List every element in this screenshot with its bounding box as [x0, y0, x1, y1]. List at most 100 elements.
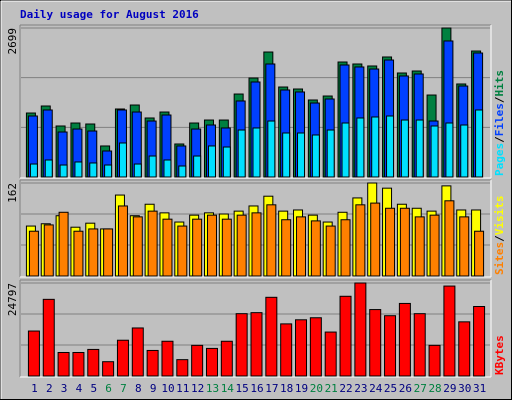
x-tick-label: 15 — [236, 382, 249, 395]
bar — [28, 230, 39, 277]
bar — [297, 132, 306, 178]
bar — [235, 313, 248, 377]
x-tick-label: 13 — [206, 382, 219, 395]
bar — [116, 339, 129, 377]
bar — [371, 116, 380, 178]
legend-entry: Files — [493, 103, 506, 136]
x-tick-label: 31 — [473, 382, 486, 395]
x-tick-label: 27 — [414, 382, 427, 395]
x-tick-label: 26 — [399, 382, 412, 395]
bar — [310, 220, 321, 277]
bar — [42, 298, 55, 377]
bar — [131, 327, 144, 377]
x-tick-label: 17 — [265, 382, 278, 395]
y-tick-label: 2699 — [6, 28, 19, 55]
bar — [444, 200, 455, 277]
x-tick-label: 22 — [339, 382, 352, 395]
bar — [58, 211, 69, 277]
x-tick-label: 12 — [191, 382, 204, 395]
bar — [282, 132, 291, 178]
bar — [265, 296, 278, 377]
bar — [399, 207, 410, 277]
x-tick-label: 20 — [310, 382, 323, 395]
legend-separator: / — [493, 136, 506, 143]
bar — [73, 230, 84, 277]
bar — [251, 212, 262, 277]
bar — [413, 313, 426, 377]
legend: Sites/Visits — [493, 196, 506, 276]
bar — [356, 117, 365, 178]
bar — [132, 216, 143, 277]
bar — [473, 306, 486, 377]
bar — [161, 340, 174, 377]
x-tick-label: 24 — [369, 382, 383, 395]
x-tick-label: 21 — [325, 382, 338, 395]
bar — [102, 361, 115, 377]
bar — [43, 224, 54, 277]
bar — [309, 317, 322, 377]
bar — [281, 219, 292, 277]
bar — [460, 124, 469, 178]
legend-entry: KBytes — [493, 335, 506, 375]
bar — [428, 344, 441, 377]
bar — [57, 351, 70, 377]
x-tick-label: 3 — [61, 382, 68, 395]
bar — [88, 228, 99, 277]
x-tick-label: 9 — [150, 382, 157, 395]
bar — [355, 204, 366, 277]
x-tick-label: 23 — [354, 382, 367, 395]
bar — [474, 230, 485, 277]
bar — [341, 122, 350, 178]
y-tick-label: 24797 — [6, 283, 19, 316]
x-tick-label: 19 — [295, 382, 308, 395]
bar — [340, 219, 351, 277]
bar — [29, 163, 38, 178]
bar — [252, 127, 261, 178]
bar — [191, 344, 204, 377]
x-tick-label: 16 — [250, 382, 263, 395]
bar — [207, 145, 216, 178]
bar — [220, 340, 233, 377]
bar — [458, 321, 471, 377]
bar — [459, 216, 470, 277]
legend-separator: / — [493, 235, 506, 242]
bar — [266, 204, 277, 277]
bar — [384, 315, 397, 377]
bar — [117, 205, 128, 277]
bar — [443, 285, 456, 377]
x-tick-label: 8 — [135, 382, 142, 395]
bar — [222, 146, 231, 178]
legend-entry: Pages — [493, 143, 506, 176]
legend: KBytes — [493, 335, 506, 375]
bar — [104, 164, 113, 178]
x-tick-label: 1 — [31, 382, 38, 395]
bar — [414, 216, 425, 277]
bar — [250, 312, 263, 377]
bar — [324, 331, 337, 377]
bar — [296, 216, 307, 277]
bar — [163, 159, 172, 178]
bar — [176, 359, 189, 377]
x-tick-label: 25 — [384, 382, 397, 395]
x-tick-label: 4 — [76, 382, 83, 395]
bar — [177, 225, 188, 277]
bar — [429, 214, 440, 277]
bar — [146, 349, 159, 377]
bar — [311, 134, 320, 178]
x-tick-label: 29 — [443, 382, 456, 395]
bar — [475, 109, 484, 178]
x-tick-label: 11 — [176, 382, 189, 395]
x-tick-label: 2 — [46, 382, 53, 395]
bar — [74, 161, 83, 178]
bar — [445, 122, 454, 178]
bar — [103, 228, 114, 277]
bar — [236, 214, 247, 277]
bar — [193, 155, 202, 178]
bar — [87, 348, 100, 377]
legend-entry: Visits — [493, 196, 506, 236]
x-tick-label: 14 — [221, 382, 235, 395]
bar — [354, 282, 367, 377]
bar — [59, 164, 68, 178]
